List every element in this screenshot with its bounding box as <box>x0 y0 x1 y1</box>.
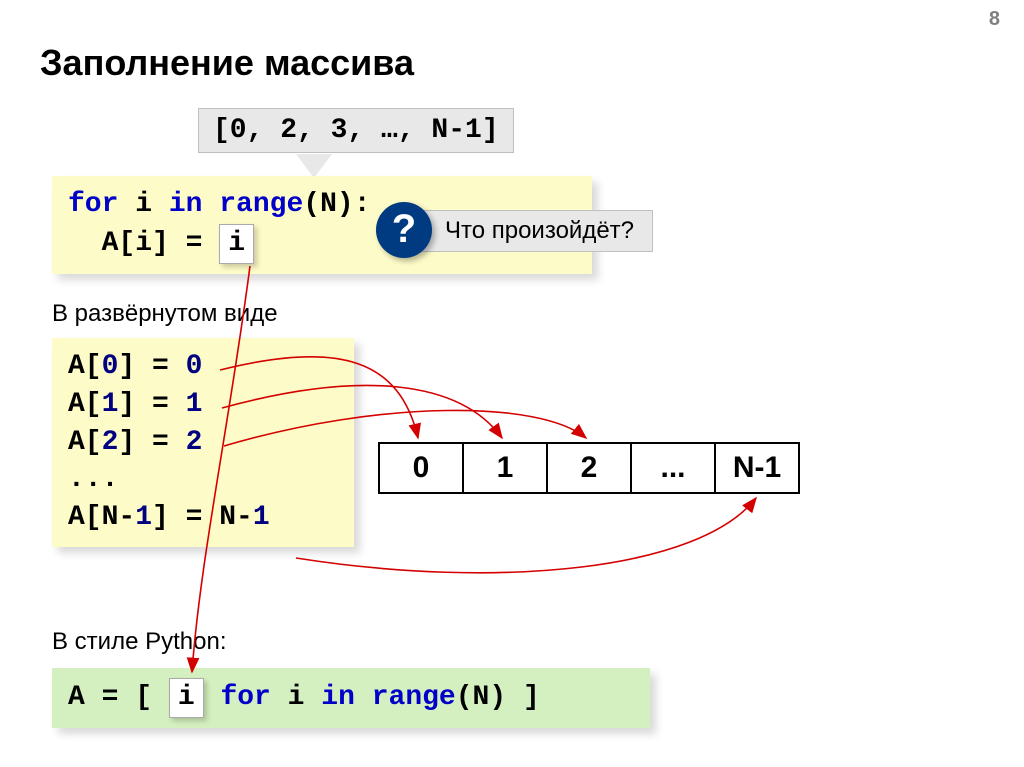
code-text: (N) ] <box>456 682 540 713</box>
variable-i-highlight: i <box>169 678 204 718</box>
keyword-for: for <box>68 189 118 220</box>
code-line: A[N-1] = N-1 <box>68 499 338 537</box>
page-title: Заполнение массива <box>40 42 414 84</box>
code-text: ] = N- <box>152 502 253 533</box>
array-cell: 0 <box>379 443 463 493</box>
code-text: A = [ <box>68 682 169 713</box>
array-cell: N-1 <box>715 443 799 493</box>
code-text <box>204 682 221 713</box>
code-line: ... <box>68 461 338 499</box>
code-text: A[ <box>68 427 102 458</box>
keyword-for: for <box>220 682 270 713</box>
code-text: i <box>271 682 321 713</box>
array-visualization: 0 1 2 ... N-1 <box>378 442 800 494</box>
code-number: 0 <box>186 351 203 382</box>
code-block-expanded: A[0] = 0 A[1] = 1 A[2] = 2 ... A[N-1] = … <box>52 338 354 547</box>
variable-i-highlight: i <box>219 224 254 264</box>
code-number: 2 <box>102 427 119 458</box>
keyword-in: in <box>321 682 355 713</box>
range-values-box: [0, 2, 3, …, N-1] <box>198 108 514 153</box>
question-text-box: Что произойдёт? <box>420 210 653 252</box>
code-number: 1 <box>135 502 152 533</box>
code-number: 1 <box>102 389 119 420</box>
array-cell: 1 <box>463 443 547 493</box>
question-icon: ? <box>376 202 432 258</box>
code-text: A[N- <box>68 502 135 533</box>
code-text: ] = <box>118 389 185 420</box>
code-number: 1 <box>186 389 203 420</box>
code-text: ] = <box>118 351 185 382</box>
keyword-in: in <box>169 189 203 220</box>
code-text: i <box>118 189 168 220</box>
keyword-range: range <box>202 189 303 220</box>
code-text: A[i] = <box>68 228 219 259</box>
code-number: 0 <box>102 351 119 382</box>
page-number: 8 <box>989 8 1000 31</box>
code-number: 2 <box>186 427 203 458</box>
array-cell: ... <box>631 443 715 493</box>
array-cell: 2 <box>547 443 631 493</box>
code-line: A[1] = 1 <box>68 386 338 424</box>
code-line: A[2] = 2 <box>68 424 338 462</box>
keyword-range: range <box>355 682 456 713</box>
label-python-style: В стиле Python: <box>52 628 226 656</box>
callout-pointer-icon <box>296 154 332 178</box>
code-text: A[ <box>68 351 102 382</box>
code-line: A[0] = 0 <box>68 348 338 386</box>
label-expanded: В развёрнутом виде <box>52 300 278 328</box>
code-text: (N): <box>303 189 370 220</box>
code-text: ] = <box>118 427 185 458</box>
code-text: A[ <box>68 389 102 420</box>
code-block-python: A = [ i for i in range(N) ] <box>52 668 650 728</box>
code-number: 1 <box>253 502 270 533</box>
